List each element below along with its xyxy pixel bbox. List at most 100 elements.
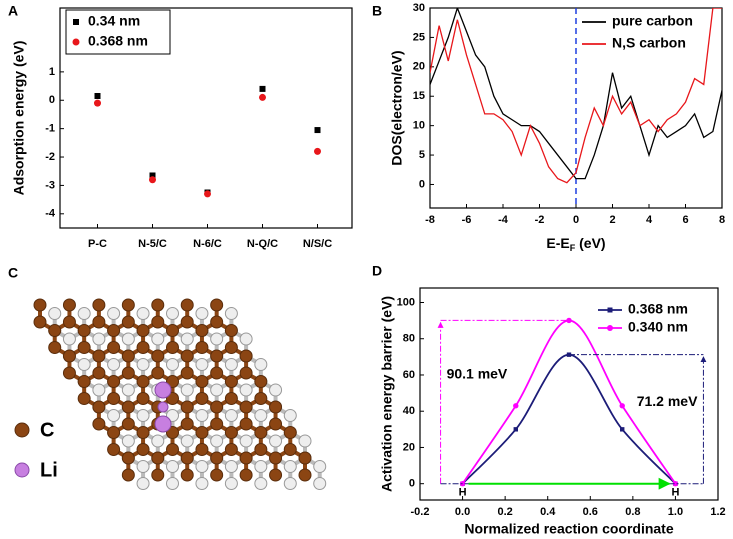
atom: [107, 409, 121, 422]
atom: [254, 477, 268, 490]
atom: [107, 324, 121, 337]
x-tick-label: N/S/C: [303, 238, 332, 250]
atom: [151, 434, 165, 448]
lattice: [33, 298, 327, 490]
atom: [107, 358, 121, 371]
atom: [77, 324, 91, 337]
y-tick-label: 20: [413, 61, 425, 73]
atom: [298, 468, 312, 482]
atom: [210, 383, 224, 397]
atom: [254, 426, 268, 439]
atom: [210, 366, 224, 380]
series-line: [430, 8, 722, 184]
atom: [224, 307, 238, 320]
atom: [283, 443, 297, 456]
atom: [239, 349, 253, 363]
atom: [239, 366, 253, 380]
atom: [224, 341, 238, 354]
x-tick-label: 1.0: [668, 506, 683, 518]
x-tick-label: 0: [573, 214, 579, 226]
atom: [33, 315, 47, 329]
x-tick-label: 0.4: [540, 506, 556, 518]
atom: [48, 307, 62, 320]
y-tick-label: 0: [419, 178, 425, 190]
atom: [77, 341, 91, 354]
atom: [166, 443, 180, 456]
legend-label: C: [40, 419, 54, 441]
atom: [62, 366, 76, 380]
atom: [121, 315, 135, 329]
legend-label: 0.368 nm: [628, 301, 688, 317]
atom: [62, 315, 76, 329]
atom: [210, 315, 224, 329]
atom: [254, 460, 268, 473]
atom: [48, 341, 62, 354]
atom: [121, 332, 135, 346]
atom: [180, 468, 194, 482]
atom: [210, 434, 224, 448]
x-tick-label: 4: [646, 214, 653, 226]
atom: [224, 375, 238, 388]
atom: [136, 341, 150, 354]
legend-label: 0.368 nm: [88, 33, 148, 49]
atom: [77, 375, 91, 388]
atom: [254, 375, 268, 388]
x-tick-label: -0.2: [411, 506, 430, 518]
y-tick-label: -3: [45, 179, 55, 191]
marker: [94, 93, 101, 99]
atom: [180, 298, 194, 312]
atom: [166, 375, 180, 388]
legend-frame: [65, 9, 171, 55]
atom: [107, 341, 121, 354]
atom: [151, 451, 165, 465]
atom: [136, 324, 150, 337]
x-axis-label: E-EF (eV): [546, 235, 605, 254]
legend-label: 0.34 nm: [88, 13, 140, 29]
atom: [239, 468, 253, 482]
y-tick-label: 20: [403, 441, 415, 453]
atom: [210, 468, 224, 482]
atom: [77, 358, 91, 371]
y-tick-label: -4: [45, 208, 56, 220]
atom: [92, 366, 106, 380]
plot-frame: [59, 7, 353, 229]
marker: [672, 480, 679, 487]
atom: [121, 400, 135, 414]
annotation: 71.2 meV: [637, 393, 698, 409]
x-tick-label: 1.2: [710, 506, 725, 518]
legend-label: pure carbon: [612, 13, 693, 29]
marker: [149, 176, 156, 184]
legend-label: Li: [40, 459, 58, 481]
atom: [283, 460, 297, 473]
atom: [180, 332, 194, 346]
atom: [92, 383, 106, 397]
atom: [254, 443, 268, 456]
atom: [224, 477, 238, 490]
x-tick-label: 6: [682, 214, 688, 226]
atom: [151, 315, 165, 329]
atom: [180, 451, 194, 465]
plot-frame: [419, 287, 719, 501]
atom: [77, 307, 91, 320]
atom: [151, 366, 165, 380]
li-atom: [154, 381, 172, 399]
annotation: H: [671, 487, 679, 499]
marker: [73, 19, 79, 25]
atom: [180, 366, 194, 380]
x-tick-label: -6: [462, 214, 472, 226]
atom: [239, 434, 253, 448]
marker: [314, 147, 321, 155]
panel-label: A: [8, 3, 18, 19]
li-atom: [157, 401, 169, 413]
panel-label: B: [372, 3, 382, 19]
marker: [620, 427, 625, 432]
marker: [72, 38, 80, 46]
y-tick-label: -1: [45, 123, 55, 135]
y-tick-label: 100: [397, 296, 415, 308]
x-tick-label: 8: [719, 214, 725, 226]
atom: [151, 332, 165, 346]
x-axis-label-part: (eV): [575, 235, 605, 251]
y-tick-label: 5: [419, 149, 425, 161]
atom: [166, 426, 180, 439]
